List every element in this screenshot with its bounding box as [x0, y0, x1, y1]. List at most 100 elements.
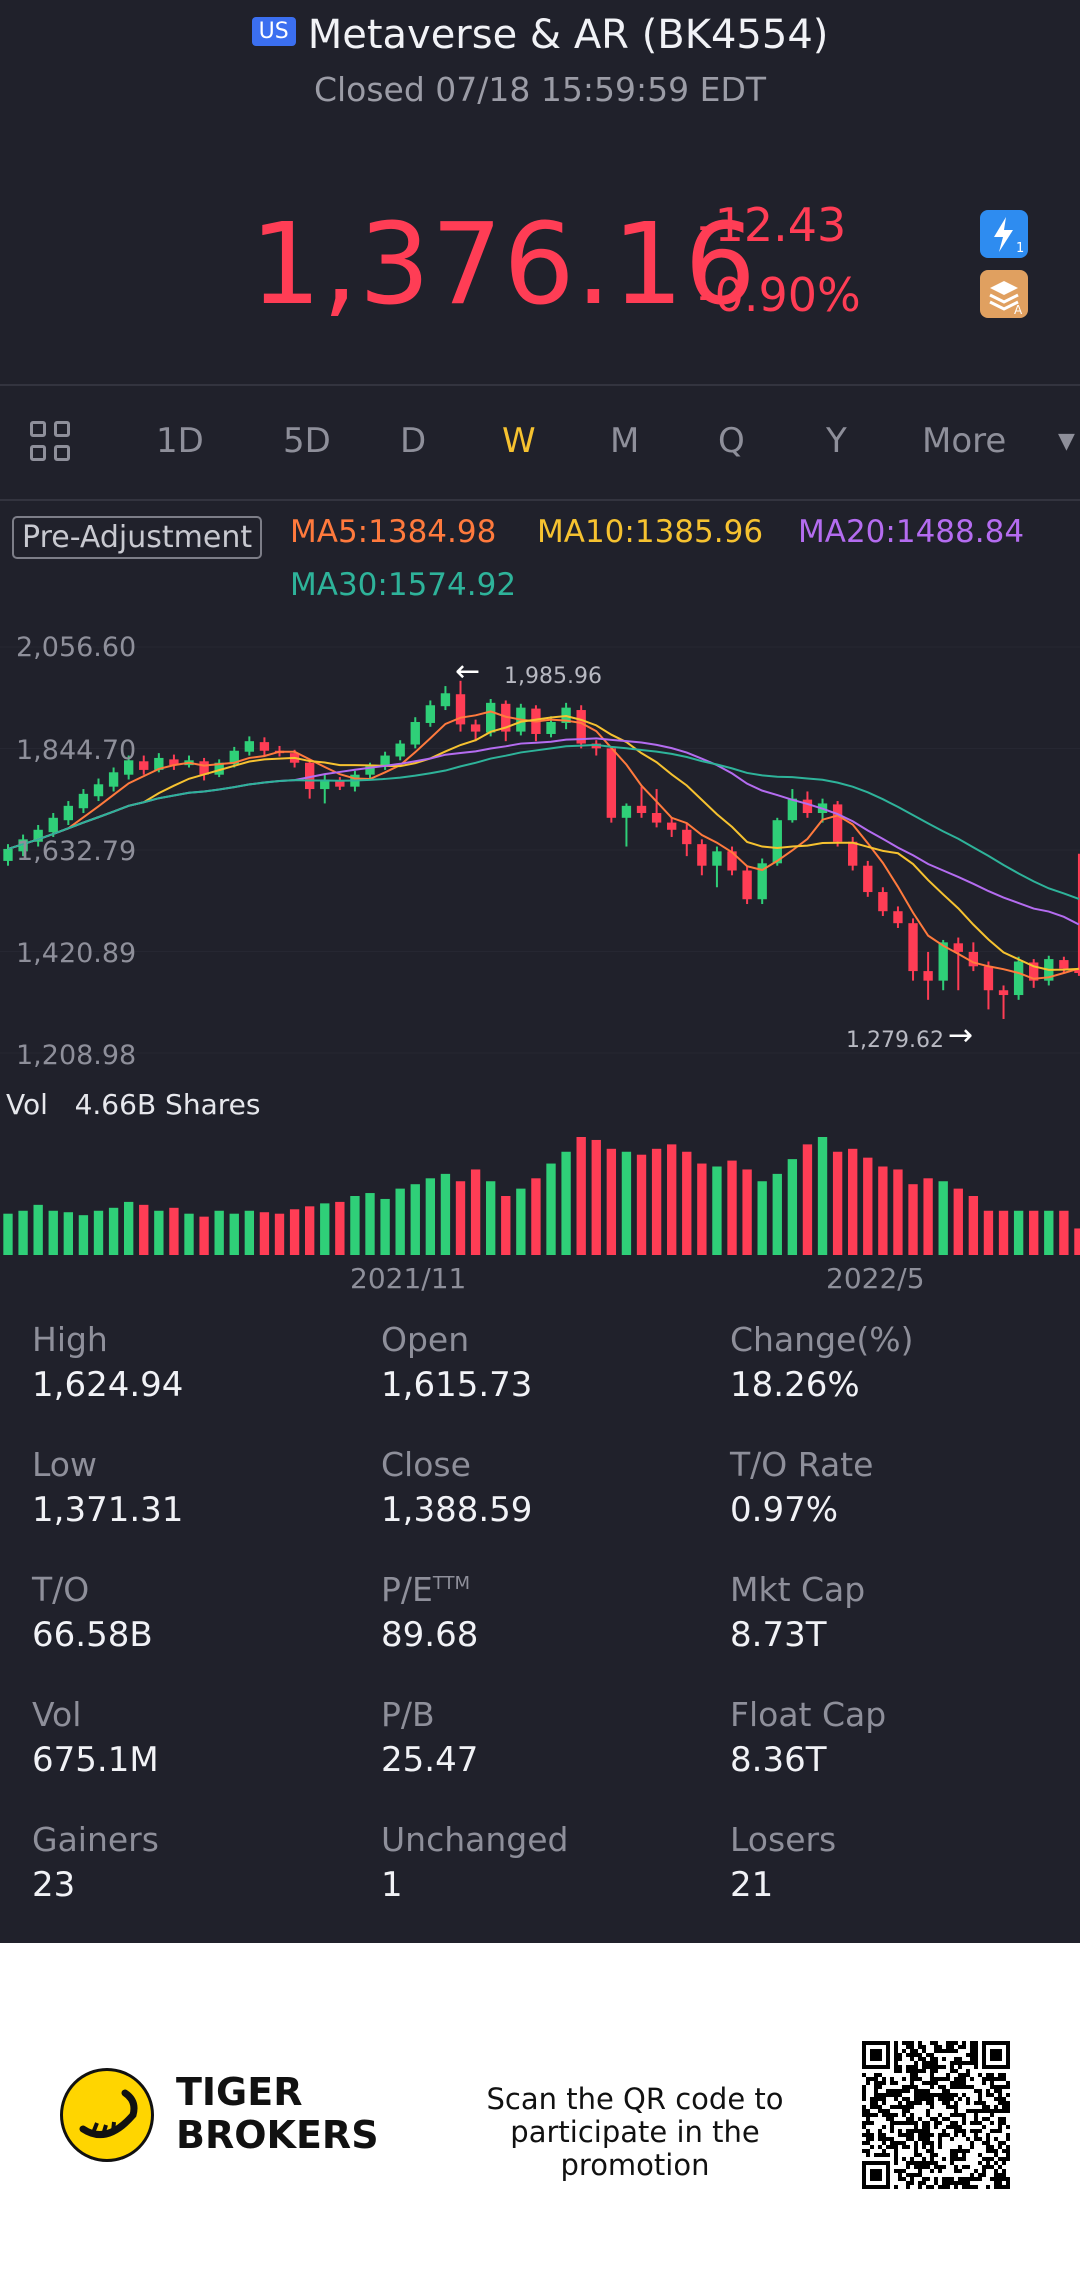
qr-module: [998, 2117, 1002, 2121]
volume-bar: [244, 1210, 255, 1255]
qr-module: [926, 2097, 930, 2101]
stat-p-e: P/ETTM 89.68: [381, 1570, 478, 1655]
volume-bar: [274, 1213, 285, 1255]
qr-module: [1006, 2157, 1010, 2161]
qr-module: [882, 2113, 886, 2117]
qr-module: [962, 2073, 966, 2077]
chevron-down-icon[interactable]: ▼: [1058, 429, 1075, 454]
volume-bar: [335, 1201, 345, 1255]
qr-module: [978, 2109, 982, 2113]
qr-module: [902, 2157, 906, 2161]
qr-module: [978, 2173, 982, 2177]
qr-module: [910, 2053, 914, 2057]
volume-bar: [365, 1193, 375, 1255]
qr-module: [986, 2165, 990, 2169]
qr-module: [990, 2081, 994, 2085]
stat-label: Low: [32, 1445, 183, 1484]
candle-body: [621, 805, 632, 818]
qr-module: [914, 2173, 918, 2177]
qr-module: [926, 2141, 930, 2145]
qr-module: [994, 2097, 998, 2101]
qr-module: [922, 2161, 926, 2165]
volume-bar: [169, 1207, 179, 1255]
candle-body: [63, 805, 74, 821]
stat-label-text: Change(%): [730, 1320, 914, 1359]
qr-module: [994, 2077, 998, 2081]
stat-label: High: [32, 1320, 183, 1359]
arrow-left-icon: ←: [455, 654, 481, 689]
qr-module: [902, 2145, 906, 2149]
qr-module: [874, 2073, 878, 2077]
qr-module: [950, 2137, 954, 2141]
qr-module: [954, 2105, 958, 2109]
qr-module: [914, 2121, 918, 2125]
qr-finder: [870, 2049, 882, 2061]
qr-module: [898, 2057, 902, 2061]
volume-chart[interactable]: [0, 1125, 1080, 1255]
qr-module: [878, 2105, 882, 2109]
candlestick-chart[interactable]: [0, 620, 1080, 1090]
tab-y[interactable]: Y: [826, 421, 847, 461]
qr-module: [954, 2149, 958, 2153]
qr-module: [934, 2049, 938, 2053]
qr-module: [890, 2125, 894, 2129]
volume-bar: [863, 1157, 873, 1255]
qr-module: [990, 2093, 994, 2097]
qr-module: [930, 2077, 934, 2081]
qr-module: [954, 2093, 958, 2097]
qr-module: [906, 2045, 910, 2049]
qr-module: [862, 2113, 866, 2117]
qr-module: [994, 2177, 998, 2181]
tab-d[interactable]: D: [400, 421, 427, 461]
pre-adjustment-toggle[interactable]: Pre-Adjustment: [12, 516, 263, 559]
qr-module: [942, 2185, 946, 2189]
qr-module: [982, 2117, 986, 2121]
candle-body: [1074, 968, 1080, 973]
qr-module: [986, 2157, 990, 2161]
stack-icon[interactable]: A: [980, 270, 1028, 318]
qr-module: [982, 2173, 986, 2177]
qr-module: [930, 2157, 934, 2161]
tab-1d[interactable]: 1D: [156, 421, 204, 461]
tab-q[interactable]: Q: [718, 421, 745, 461]
qr-module: [986, 2161, 990, 2165]
qr-module: [890, 2141, 894, 2145]
tab-5d[interactable]: 5D: [283, 421, 331, 461]
candle-body: [591, 743, 601, 749]
qr-module: [906, 2181, 910, 2185]
qr-module: [890, 2117, 894, 2121]
tab-w[interactable]: W: [502, 421, 536, 461]
qr-code[interactable]: [862, 2041, 1010, 2189]
volume-bar: [455, 1181, 466, 1255]
qr-module: [882, 2153, 886, 2157]
qr-module: [910, 2161, 914, 2165]
price-change: -12.43: [698, 198, 847, 252]
qr-module: [1006, 2137, 1010, 2141]
volume-bar: [727, 1160, 737, 1255]
stat-change: Change(%) 18.26%: [730, 1320, 913, 1405]
qr-module: [970, 2041, 974, 2045]
volume-bar: [123, 1201, 134, 1255]
tab-more[interactable]: More: [922, 421, 1007, 461]
qr-module: [962, 2041, 966, 2045]
stat-value: 23: [32, 1865, 76, 1905]
qr-module: [906, 2145, 910, 2149]
qr-module: [958, 2181, 962, 2185]
grid-icon[interactable]: [30, 421, 74, 465]
tab-m[interactable]: M: [610, 421, 640, 461]
qr-module: [918, 2165, 922, 2169]
qr-module: [974, 2129, 978, 2133]
qr-module: [910, 2065, 914, 2069]
qr-module: [922, 2177, 926, 2181]
qr-module: [942, 2049, 946, 2053]
qr-module: [922, 2145, 926, 2149]
qr-module: [962, 2113, 966, 2117]
qr-module: [902, 2085, 906, 2089]
candle-body: [878, 892, 888, 912]
volume-bar: [817, 1137, 828, 1255]
qr-module: [998, 2177, 1002, 2181]
stat-value: 25.47: [381, 1740, 479, 1780]
qr-module: [942, 2057, 946, 2061]
lightning-icon[interactable]: 1: [980, 210, 1028, 258]
qr-module: [1002, 2173, 1006, 2177]
